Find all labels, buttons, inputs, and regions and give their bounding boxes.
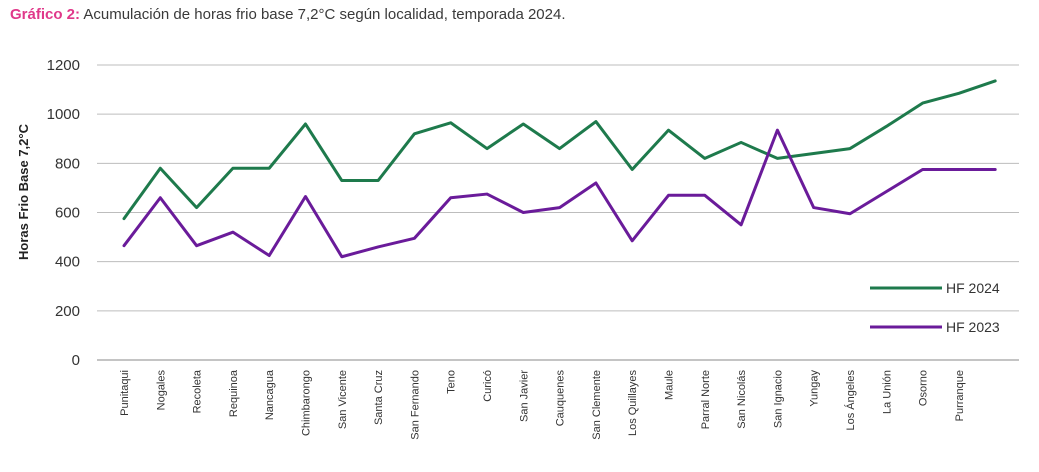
legend: HF 2024 HF 2023: [870, 280, 1000, 335]
y-axis-ticks: 0 200 400 600 800 1000 1200: [47, 57, 80, 369]
x-tick-label: San Ignacio: [772, 370, 784, 428]
series-line-hf-2024: [122, 79, 997, 221]
x-tick-label: Cauquenes: [555, 370, 567, 427]
y-tick-label: 0: [72, 352, 80, 369]
chart-title-prefix: Gráfico 2:: [10, 6, 81, 23]
x-tick-label: San Vicente: [337, 370, 349, 429]
x-tick-label: Maule: [664, 370, 676, 400]
y-tick-label: 1200: [47, 57, 80, 74]
x-tick-label: Parral Norte: [700, 370, 712, 429]
x-tick-label: Nancagua: [264, 369, 276, 420]
series-line-hf-2023: [122, 128, 997, 259]
gridlines: [97, 64, 1019, 361]
x-tick-label: Curicó: [482, 370, 494, 402]
x-tick-label: Los Ángeles: [844, 370, 857, 431]
x-tick-label: Yungay: [809, 370, 821, 407]
x-tick-label: Nogales: [155, 370, 167, 411]
y-axis-label: Horas Frio Base 7,2°C: [16, 123, 31, 260]
x-tick-label: La Unión: [881, 370, 893, 414]
series-lines: [122, 79, 997, 259]
y-tick-label: 200: [55, 303, 80, 320]
x-axis-ticks: Punitaqui Nogales Recoleta Requinoa Nancagua…: [119, 369, 966, 440]
x-tick-label: Purranque: [954, 370, 966, 421]
y-tick-label: 400: [55, 254, 80, 271]
y-tick-label: 800: [55, 155, 80, 172]
x-tick-label: Los Quillayes: [627, 370, 639, 437]
y-tick-label: 600: [55, 205, 80, 222]
x-tick-label: San Fernando: [409, 370, 421, 440]
x-tick-label: Teno: [446, 370, 458, 394]
x-tick-label: Recoleta: [192, 369, 204, 413]
x-tick-label: San Javier: [518, 370, 530, 422]
x-tick-label: San Clemente: [591, 370, 603, 440]
x-tick-label: Osorno: [918, 370, 930, 406]
x-tick-label: Chimbarongo: [301, 370, 313, 436]
chart-title-text: Acumulación de horas frio base 7,2°C seg…: [83, 6, 566, 23]
x-tick-label: Requinoa: [228, 369, 240, 417]
x-tick-label: San Nicolás: [736, 370, 748, 429]
y-tick-label: 1000: [47, 106, 80, 123]
x-tick-label: Punitaqui: [119, 370, 131, 416]
legend-label: HF 2023: [946, 319, 1000, 335]
chart-title: Gráfico 2: Acumulación de horas frio bas…: [10, 6, 566, 23]
x-tick-label: Santa Cruz: [373, 370, 385, 425]
legend-label: HF 2024: [946, 280, 1000, 296]
